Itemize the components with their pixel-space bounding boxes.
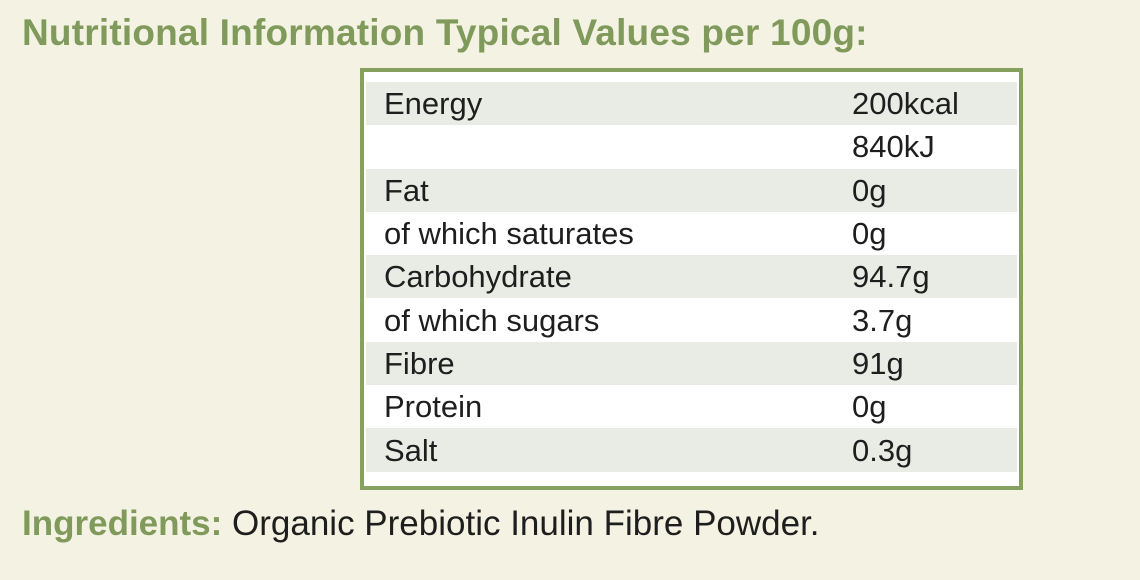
table-row: Fat 0g	[366, 168, 1017, 212]
table-row: Fibre 91g	[366, 341, 1017, 386]
ingredients-label: Ingredients:	[22, 504, 223, 543]
nutrient-value: 94.7g	[852, 255, 1017, 299]
nutrient-value: 0.3g	[852, 428, 1017, 472]
ingredients-text: Organic Prebiotic Inulin Fibre Powder.	[232, 504, 820, 543]
nutrient-value: 840kJ	[852, 129, 935, 165]
title: Nutritional Information Typical Values p…	[22, 12, 868, 53]
nutrient-label: of which sugars	[384, 302, 600, 338]
nutrient-value: 0g	[852, 389, 887, 425]
nutrient-value: 0g	[852, 216, 887, 252]
nutrient-label	[366, 125, 852, 168]
nutrient-label: Fibre	[366, 341, 852, 386]
nutrient-label: Fat	[366, 168, 852, 212]
table-row: of which sugars 3.7g	[366, 298, 1017, 341]
nutrient-label: Carbohydrate	[366, 255, 852, 299]
table-row: of which saturates 0g	[366, 212, 1017, 255]
nutrient-value: 91g	[852, 341, 1017, 386]
nutrition-panel: Energy 200kcal 840kJ Fat 0g of which saturate…	[360, 68, 1023, 490]
table-row: 840kJ	[366, 125, 1017, 168]
nutrient-value: 0g	[852, 168, 1017, 212]
table-row: Protein 0g	[366, 385, 1017, 428]
nutrient-label: Energy	[366, 82, 852, 126]
table-row: Carbohydrate 94.7g	[366, 255, 1017, 299]
ingredients: Ingredients: Organic Prebiotic Inulin Fi…	[22, 504, 820, 544]
nutrient-label: Protein	[384, 389, 483, 425]
nutrient-label: Salt	[366, 428, 852, 472]
nutrient-label: of which saturates	[384, 216, 634, 252]
table-row: Energy 200kcal	[366, 82, 1017, 126]
nutrient-value: 200kcal	[852, 82, 1017, 126]
nutrient-value: 3.7g	[852, 302, 913, 338]
nutrition-table: Energy 200kcal 840kJ Fat 0g of which saturate…	[366, 82, 1017, 472]
table-row: Salt 0.3g	[366, 428, 1017, 472]
